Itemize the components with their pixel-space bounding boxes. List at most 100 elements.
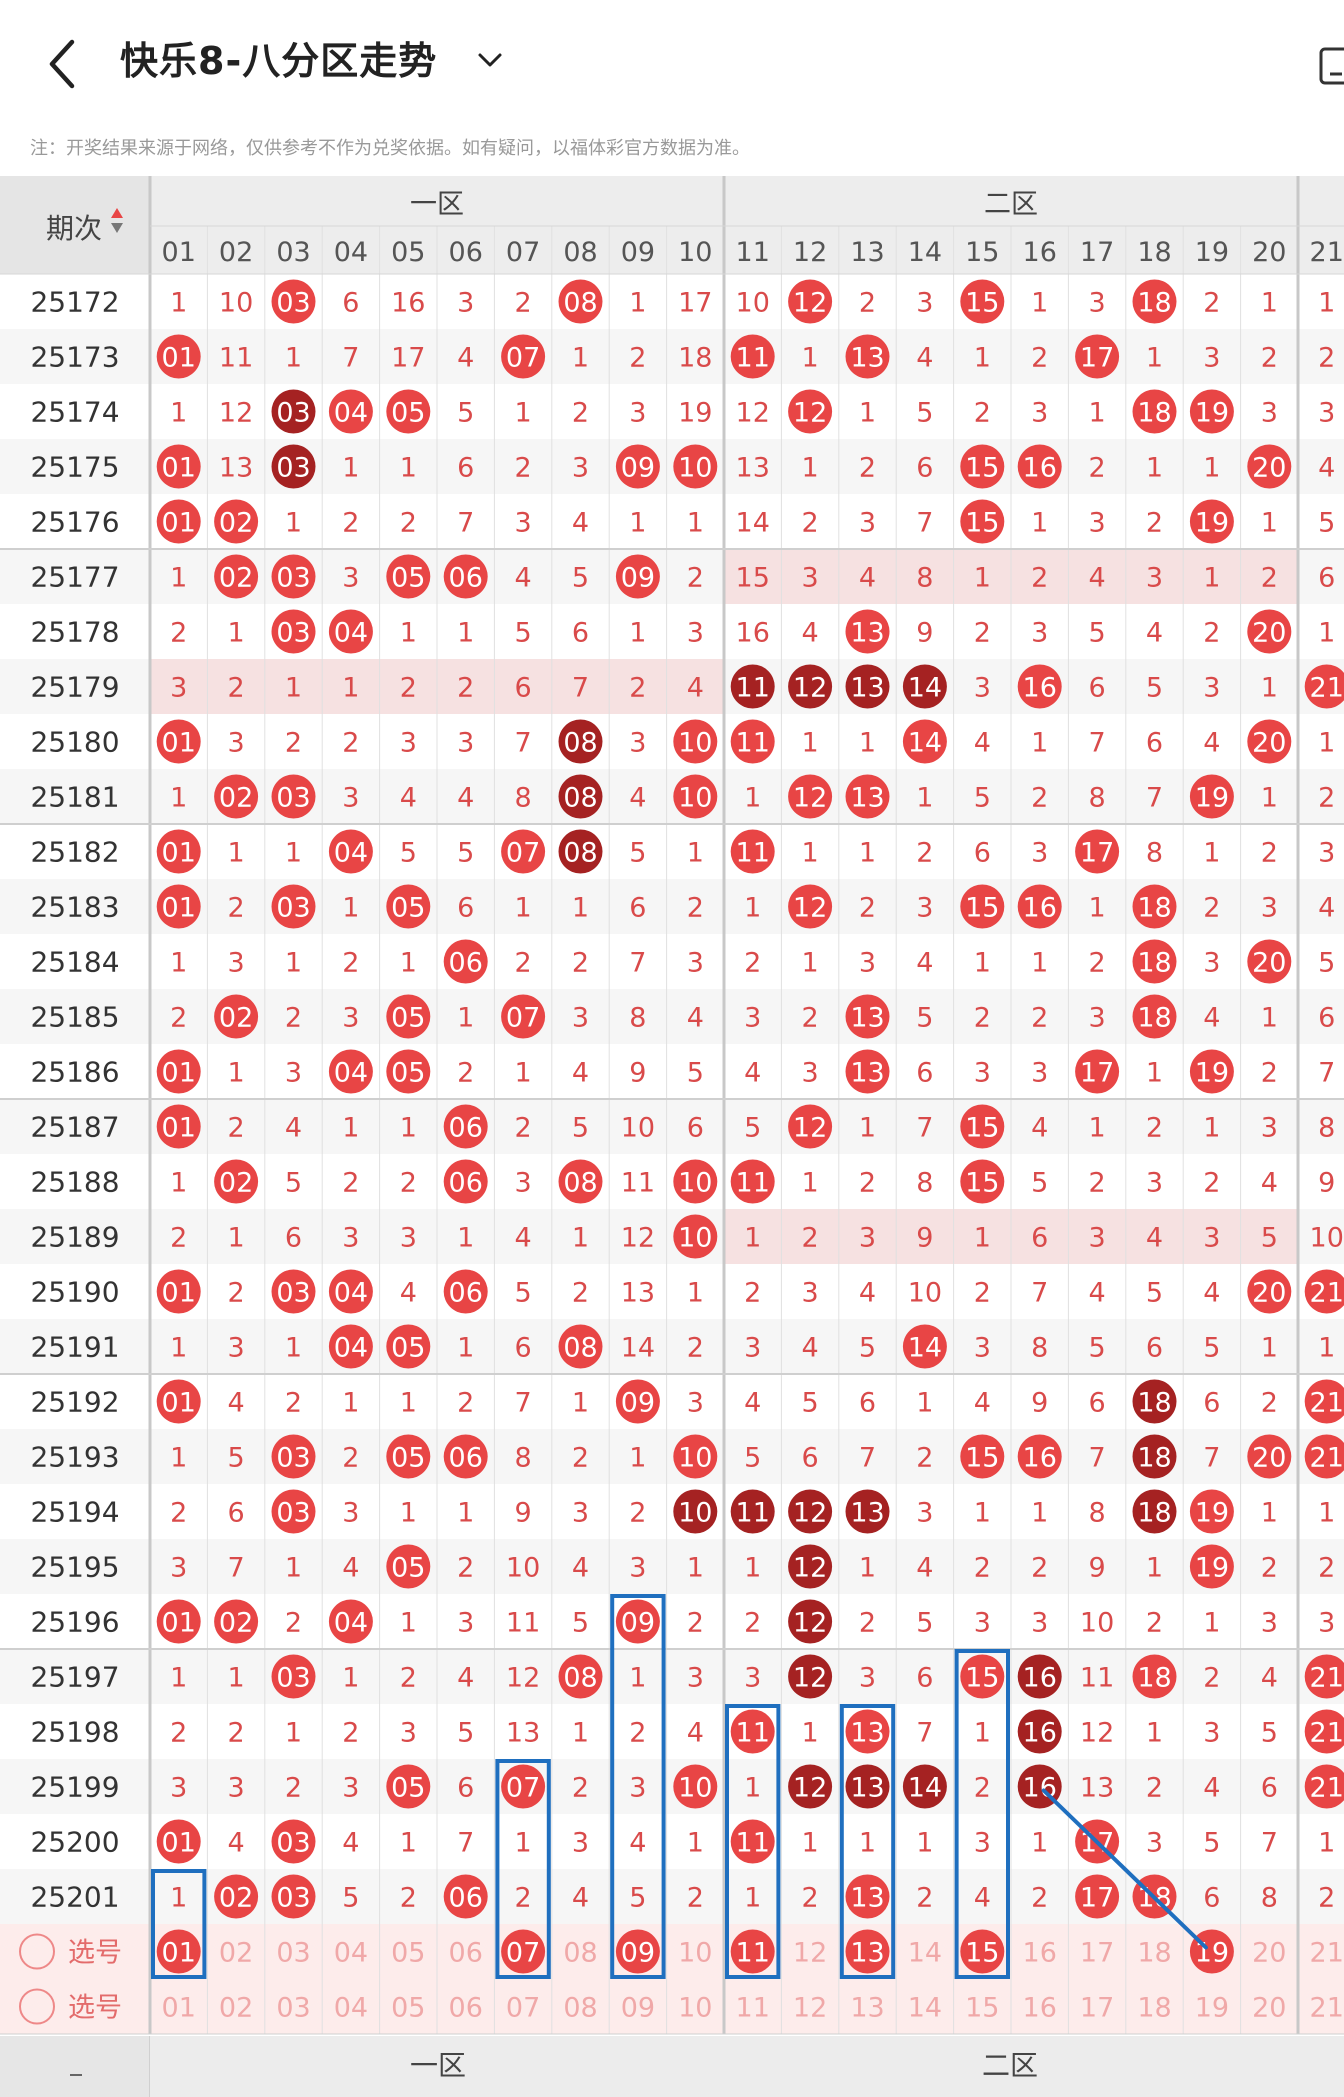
- pick-number[interactable]: 07: [506, 1938, 540, 1969]
- pick-number[interactable]: 18: [1137, 1993, 1171, 2024]
- pick-number[interactable]: 05: [391, 1938, 425, 1969]
- pick-number[interactable]: 12: [793, 1993, 827, 2024]
- miss-count: 4: [687, 1718, 704, 1749]
- pick-number[interactable]: 10: [678, 1993, 712, 2024]
- pick-number[interactable]: 02: [219, 1938, 253, 1969]
- table-row: 25175 01 13 03 1 1 6 2 3 09 10 13 1 2 6 15 16 2 1 1 20 4: [30, 444, 1335, 489]
- pick-number[interactable]: 04: [334, 1993, 368, 2024]
- pick-number[interactable]: 05: [391, 1993, 425, 2024]
- miss-count: 6: [1261, 1773, 1278, 1804]
- miss-count: 19: [678, 398, 712, 429]
- miss-count: 14: [736, 508, 770, 539]
- pick-number[interactable]: 16: [1023, 1993, 1057, 2024]
- miss-count: 7: [1318, 1058, 1335, 1089]
- hit-number: 01: [162, 1058, 196, 1089]
- pick-number[interactable]: 17: [1080, 1993, 1114, 2024]
- hit-number: 04: [334, 398, 368, 429]
- pick-number[interactable]: 16: [1023, 1938, 1057, 1969]
- miss-count: 4: [1203, 728, 1220, 759]
- pick-number[interactable]: 14: [908, 1938, 942, 1969]
- pick-number[interactable]: 09: [621, 1938, 655, 1969]
- hit-number: 01: [162, 728, 196, 759]
- pick-number[interactable]: 02: [219, 1993, 253, 2024]
- miss-count: 3: [572, 1003, 589, 1034]
- miss-count: 2: [744, 1608, 761, 1639]
- hit-number: 10: [678, 1498, 712, 1529]
- hit-number: 15: [965, 1663, 999, 1694]
- pick-number[interactable]: 15: [965, 1993, 999, 2024]
- table-row: 25197 1 1 03 1 2 4 12 08 1 3 3 12 3 6 15 16 11 18 2 4 21: [30, 1654, 1344, 1699]
- miss-count: 2: [859, 1608, 876, 1639]
- pick-number[interactable]: 18: [1137, 1938, 1171, 1969]
- pick-number[interactable]: 15: [965, 1938, 999, 1969]
- sort-down-icon[interactable]: [111, 223, 123, 233]
- pick-number[interactable]: 21: [1310, 1993, 1344, 2024]
- pick-number[interactable]: 03: [276, 1938, 310, 1969]
- pick-number[interactable]: 20: [1252, 1938, 1286, 1969]
- pick-ball-selected[interactable]: [501, 1929, 546, 1974]
- pick-number[interactable]: 14: [908, 1993, 942, 2024]
- miss-count: 2: [400, 1883, 417, 1914]
- miss-count: 2: [1031, 563, 1048, 594]
- select-radio-icon[interactable]: [19, 1988, 55, 2025]
- pick-ball-selected[interactable]: [845, 1929, 890, 1974]
- pick-number[interactable]: 11: [736, 1938, 770, 1969]
- miss-count: 1: [802, 948, 819, 979]
- miss-count: 2: [1031, 1553, 1048, 1584]
- pick-number[interactable]: 19: [1195, 1993, 1229, 2024]
- miss-count: 2: [400, 1663, 417, 1694]
- miss-count: 5: [342, 1883, 359, 1914]
- pick-ball-selected[interactable]: [730, 1929, 775, 1974]
- column-header: 10: [678, 237, 712, 268]
- sort-up-icon[interactable]: [111, 208, 123, 218]
- chevron-down-icon[interactable]: [474, 44, 506, 76]
- miss-count: 5: [1203, 1828, 1220, 1859]
- miss-count: 3: [228, 1773, 245, 1804]
- miss-count: 1: [170, 1333, 187, 1364]
- pick-number[interactable]: 20: [1252, 1993, 1286, 2024]
- miss-count: 3: [916, 893, 933, 924]
- disclaimer-note: 注：开奖结果来源于网络，仅供参考不作为兑奖依据。如有疑问，以福体彩官方数据为准。: [30, 138, 750, 159]
- pick-number[interactable]: 01: [162, 1938, 196, 1969]
- tablet-icon[interactable]: [1318, 46, 1344, 86]
- miss-count: 1: [400, 618, 417, 649]
- table-row: 25181 1 02 03 3 4 4 8 08 4 10 1 12 13 1 5 2 8 7 19 1 2: [30, 774, 1335, 819]
- pick-number[interactable]: 10: [678, 1938, 712, 1969]
- back-icon[interactable]: [42, 36, 82, 92]
- miss-count: 4: [457, 343, 474, 374]
- pick-number[interactable]: 08: [563, 1938, 597, 1969]
- pick-number[interactable]: 11: [736, 1993, 770, 2024]
- column-header: 21: [1310, 237, 1344, 268]
- hit-ball: [386, 1764, 431, 1809]
- miss-count: 2: [974, 398, 991, 429]
- pick-number[interactable]: 04: [334, 1938, 368, 1969]
- hit-ball: [730, 1159, 775, 1204]
- hit-number: 20: [1252, 453, 1286, 484]
- pick-number[interactable]: 17: [1080, 1938, 1114, 1969]
- hit-number: 18: [1137, 1663, 1171, 1694]
- pick-ball-selected[interactable]: [960, 1929, 1005, 1974]
- pick-ball-selected[interactable]: [156, 1929, 201, 1974]
- pick-number[interactable]: 08: [563, 1993, 597, 2024]
- miss-count: 7: [1146, 783, 1163, 814]
- pick-number[interactable]: 01: [162, 1993, 196, 2024]
- pick-number[interactable]: 13: [850, 1993, 884, 2024]
- miss-count: 4: [629, 783, 646, 814]
- miss-count: 2: [515, 1883, 532, 1914]
- pick-number[interactable]: 07: [506, 1993, 540, 2024]
- pick-number[interactable]: 12: [793, 1938, 827, 1969]
- pick-number[interactable]: 06: [449, 1938, 483, 1969]
- hit-number: 21: [1310, 1278, 1344, 1309]
- pick-ball-selected[interactable]: [615, 1929, 660, 1974]
- hit-ball: [1247, 1269, 1292, 1314]
- pick-number[interactable]: 03: [276, 1993, 310, 2024]
- hit-number: 10: [678, 1168, 712, 1199]
- miss-count: 5: [1203, 1333, 1220, 1364]
- pick-number[interactable]: 09: [621, 1993, 655, 2024]
- hit-ball: [558, 829, 603, 874]
- pick-number[interactable]: 21: [1310, 1938, 1344, 1969]
- miss-count: 2: [342, 948, 359, 979]
- pick-number[interactable]: 06: [449, 1993, 483, 2024]
- select-radio-icon[interactable]: [19, 1933, 55, 1970]
- pick-number[interactable]: 13: [850, 1938, 884, 1969]
